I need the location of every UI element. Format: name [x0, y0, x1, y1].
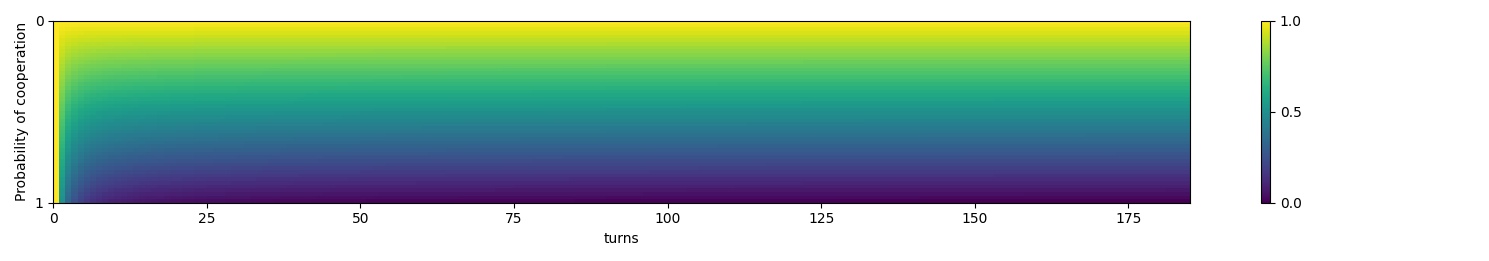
X-axis label: turns: turns — [603, 232, 639, 246]
Y-axis label: Probability of cooperation: Probability of cooperation — [15, 22, 28, 201]
